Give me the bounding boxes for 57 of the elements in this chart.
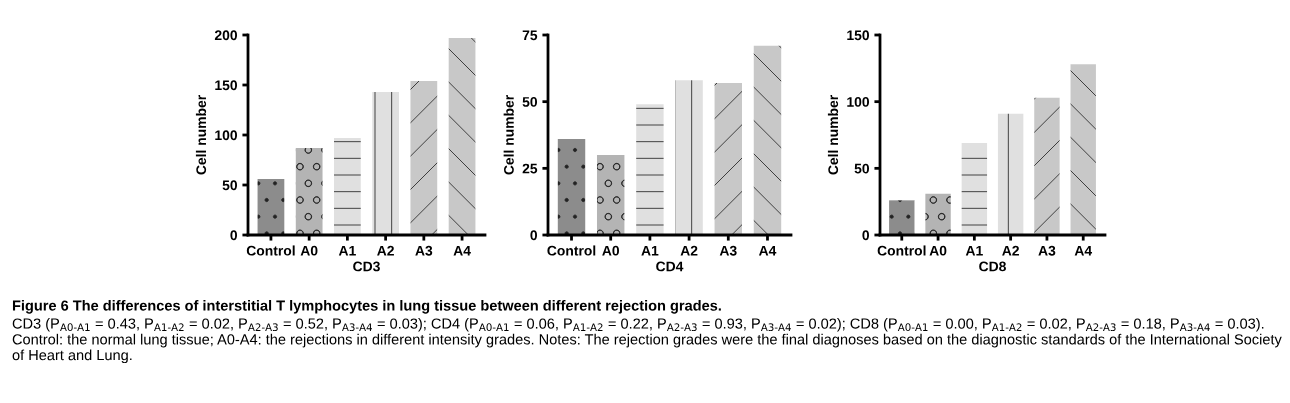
x-axis-title: CD3 [353,261,380,272]
y-tick-label: 25 [522,163,538,174]
y-axis-title: Cell number [503,95,514,175]
y-axis-title: Cell number [827,95,839,175]
text: CD3 (P$_{A0-A1}$ = 0.43, P$_{A1-A2}$ = 0.02, P$_{A2-A3}$ = 0.52, P$_{A3-A4}$ = 0.03); CD4 (P$_{A0-A1}$ = 0.06, P$_{A1-A2}$ = 0.22, P$_{A2-A3}$ = 0.93, P$_{A3-A4}$ = 0.02); CD8 (P$_{A0-A1}$ = 0.00, P$_{A1-A2}$ = 0.02, P$_{A2-A3}$ = 0.18, P$_{A3-A4}$ = 0.03). Control: the normal lung tissue; A0-A4: the rejections in different intensity grades. Notes: The rejection grades were the final diagnoses based on the diagnostic standards of the International Society of Heart and Lung. [12,318,1282,364]
y-tick-label: 0 [862,230,870,241]
x-tick-label: A1 [965,245,983,256]
y-tick-label: 100 [215,130,238,141]
y-axis-title: Cell number [195,95,207,175]
x-axis-title: CD8 [979,261,1006,272]
bar [925,193,951,235]
caption: Figure 6 The differences of interstitial T lymphocytes in lung tissue between different rejection grades. [12,300,721,314]
bar [257,179,285,235]
y-tick-label: 100 [847,97,870,107]
y-tick-label: 0 [230,230,238,241]
x-tick-label: A3 [1038,245,1056,256]
x-tick-label: A4 [453,245,471,256]
bar [372,92,399,235]
y-tick-label: 50 [522,97,538,107]
x-tick-label: A1 [338,245,356,256]
x-tick-label: A3 [719,245,737,256]
x-tick-label: A0 [602,245,620,256]
x-axis-title: CD4 [656,261,684,272]
x-tick-label: A2 [1002,245,1019,256]
bar [448,38,476,235]
y-tick-label: 75 [522,30,538,41]
bar [961,143,988,235]
bar [753,45,782,235]
x-tick-label: A4 [1074,245,1093,256]
y-tick-label: 50 [222,180,238,191]
y-tick-label: 150 [847,30,870,41]
bar [1034,97,1060,235]
bar [889,200,915,235]
x-tick-label: A4 [758,245,777,256]
bar [636,104,664,235]
x-tick-label: A1 [641,245,659,256]
x-tick-label: Control [547,245,596,256]
bar [714,83,743,235]
x-tick-label: A2 [377,245,394,256]
y-tick-label: 200 [214,30,238,41]
x-tick-label: A3 [415,245,433,256]
bar [410,81,438,235]
bar [596,155,625,235]
y-tick-label: 0 [530,230,538,241]
bar [295,148,323,235]
bar [557,139,586,235]
bar [1070,64,1096,235]
y-tick-label: 50 [854,163,870,174]
x-tick-label: A2 [680,245,698,256]
x-tick-label: A0 [929,245,947,256]
x-tick-label: A0 [300,245,318,256]
bar [997,113,1024,235]
x-tick-label: Control [877,245,926,256]
bar [675,80,703,235]
y-tick-label: 150 [215,80,238,91]
bar [334,138,361,235]
x-tick-label: Control [246,245,295,256]
